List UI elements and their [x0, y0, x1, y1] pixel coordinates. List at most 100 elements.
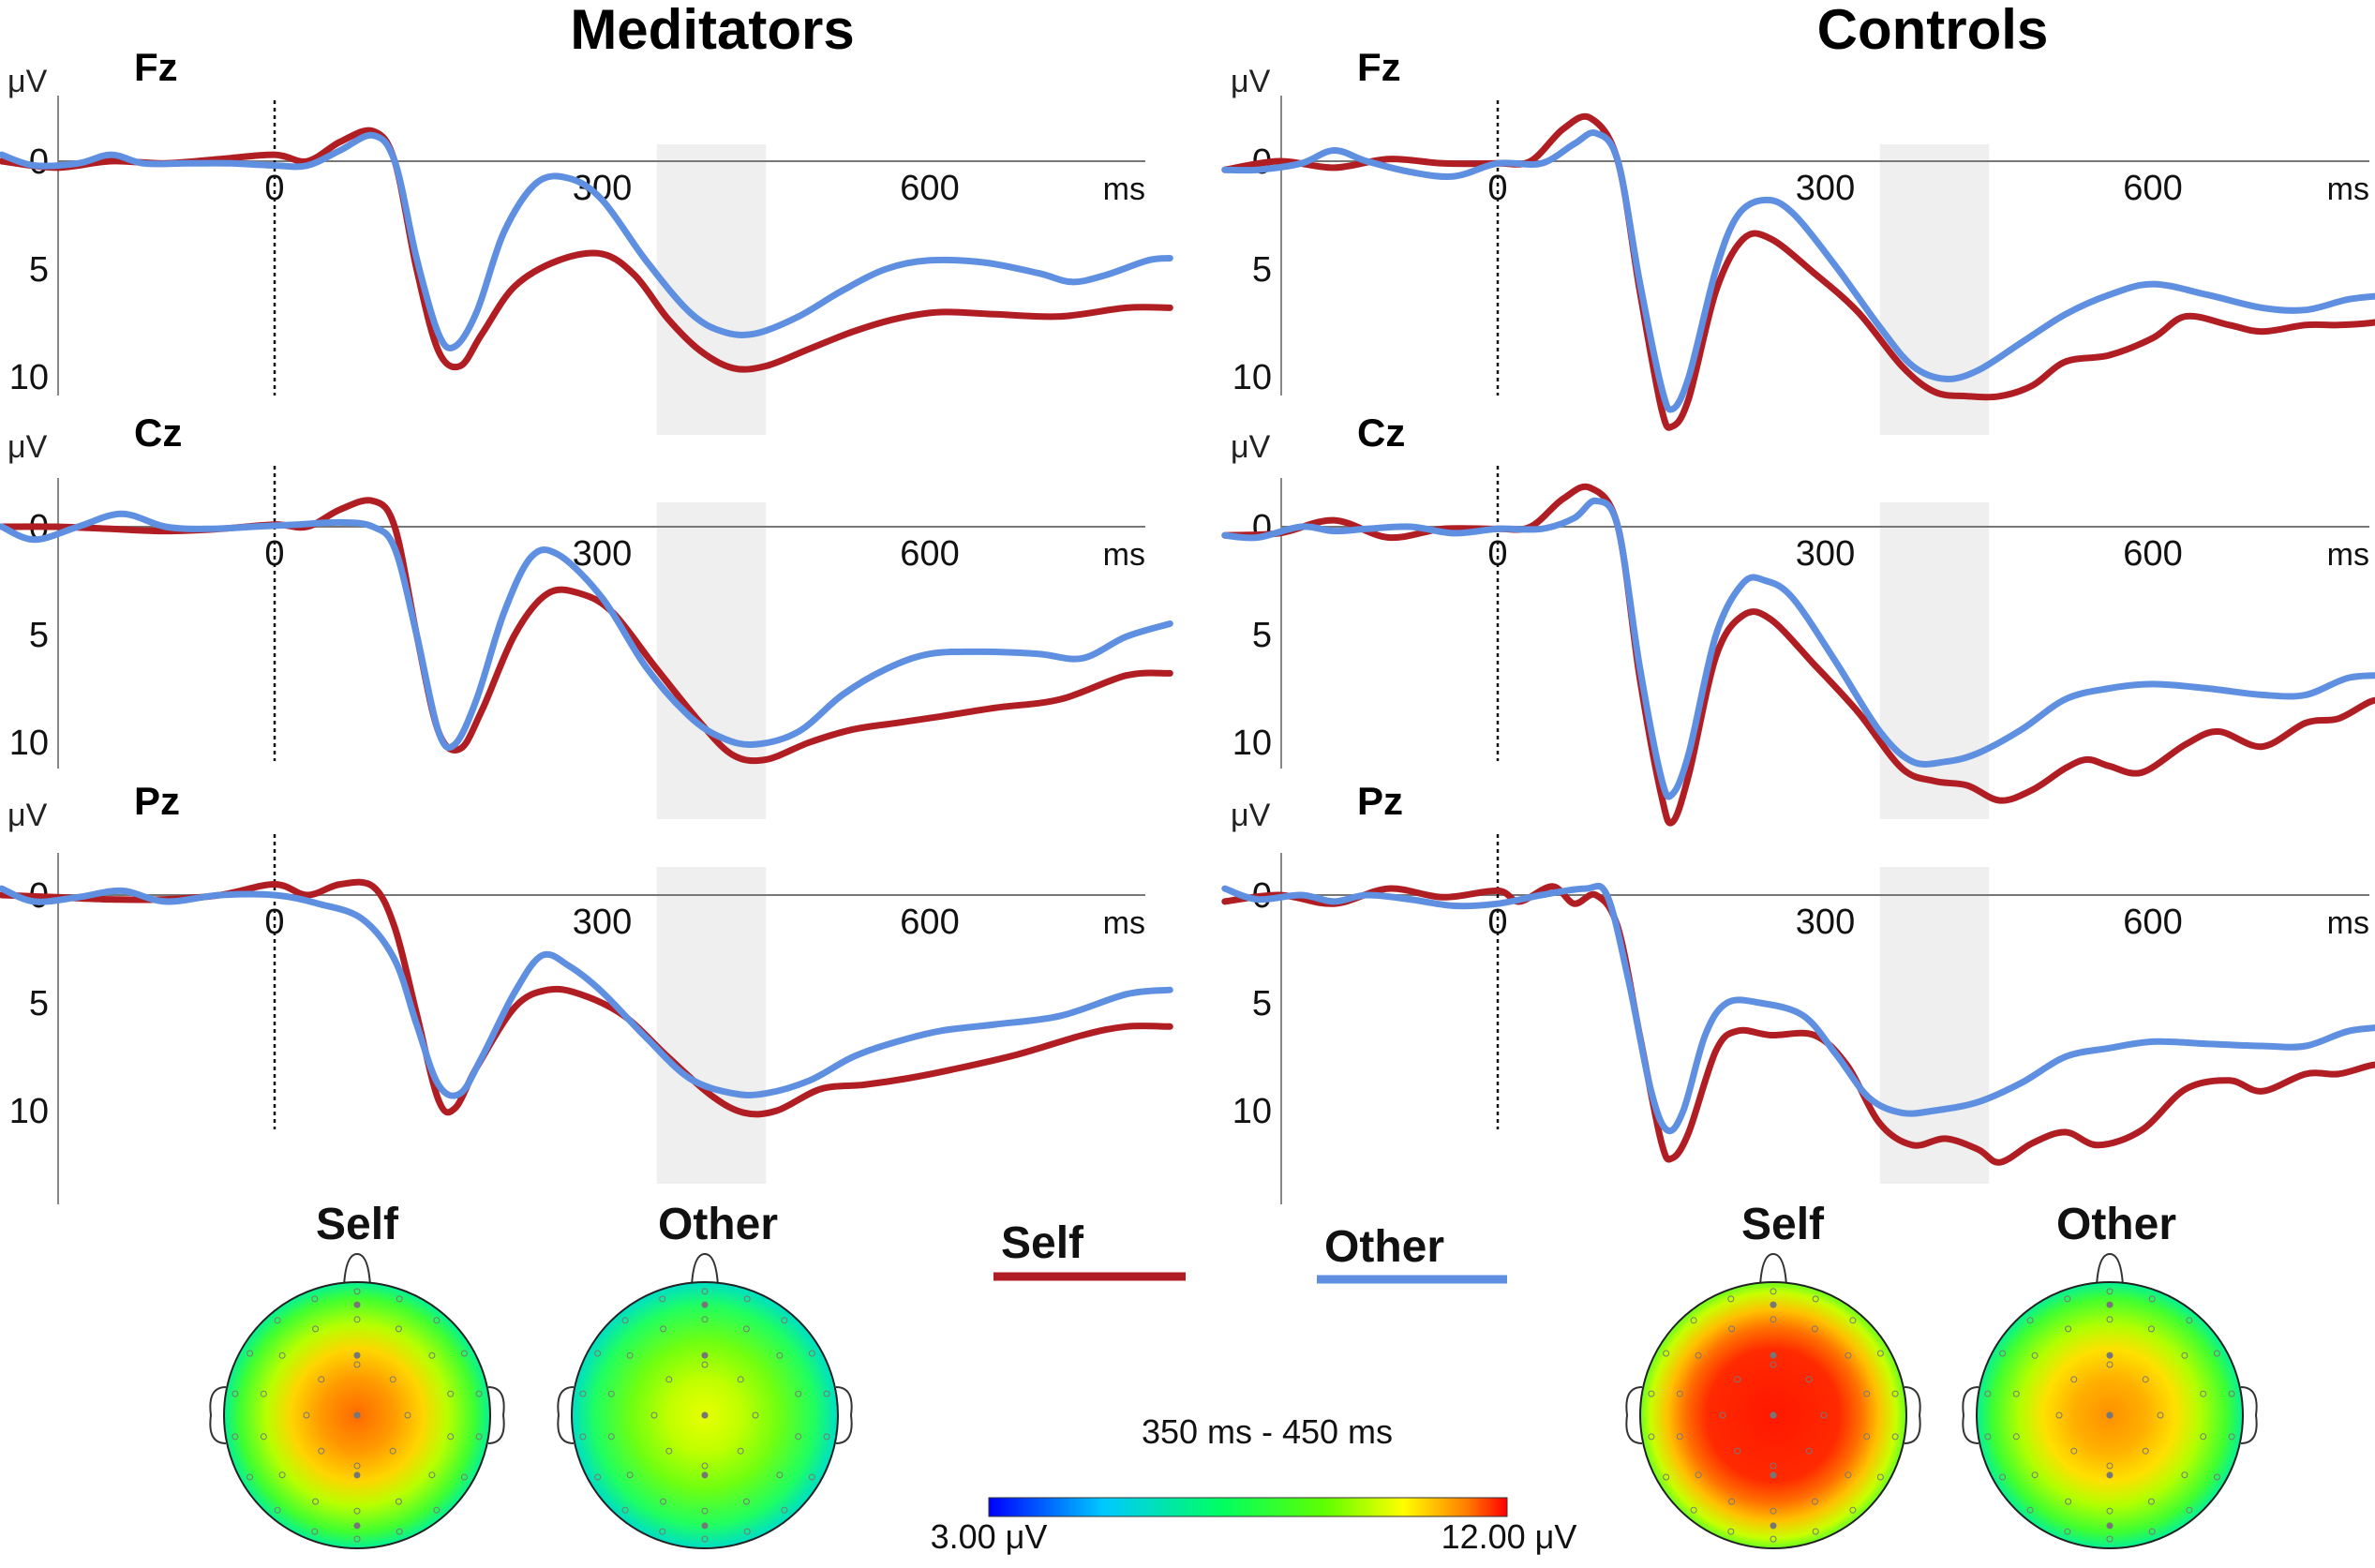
- electrode-dot: [2106, 1288, 2114, 1295]
- electrode-dot: [621, 1317, 629, 1324]
- y-tick-label: 10: [1232, 724, 1272, 763]
- electrode-dot: [742, 1325, 750, 1333]
- electrode-dot: [1891, 1433, 1899, 1441]
- electrode-dot: [2148, 1528, 2156, 1535]
- midline-electrode: [1770, 1411, 1777, 1419]
- electrode-dot: [1695, 1471, 1702, 1479]
- electrode-dot: [626, 1351, 634, 1359]
- electrode-dot: [318, 1447, 325, 1455]
- electrode-dot: [2070, 1376, 2078, 1383]
- electrode-dot: [781, 1506, 788, 1514]
- x-tick-label: 0: [1487, 534, 1507, 574]
- midline-electrode: [353, 1522, 361, 1530]
- electrode-dot: [232, 1390, 239, 1397]
- electrode-dot: [2181, 1471, 2188, 1479]
- electrode-dot: [353, 1535, 361, 1543]
- x-tick-label: 600: [2123, 903, 2182, 942]
- electrode-dot: [2031, 1471, 2039, 1479]
- electrode-dot: [823, 1390, 830, 1397]
- electrode-dot: [389, 1376, 396, 1383]
- colorbar-min-label: 3.00 μV: [931, 1517, 1048, 1556]
- electrode-dot: [1876, 1350, 1884, 1357]
- electrode-dot: [2106, 1316, 2114, 1323]
- electrode-dot: [823, 1433, 830, 1441]
- electrode-dot: [2064, 1528, 2071, 1535]
- channel-label: Fz: [134, 45, 178, 89]
- electrode-dot: [579, 1390, 587, 1397]
- electrode-dot: [2106, 1535, 2114, 1543]
- y-tick-label: 10: [1232, 1092, 1272, 1131]
- electrode-dot: [353, 1507, 361, 1515]
- channel-label: Pz: [1357, 779, 1403, 823]
- electrode-dot: [311, 1295, 319, 1303]
- head-ear-left: [1625, 1386, 1643, 1444]
- electrode-dot: [1999, 1350, 2007, 1357]
- head-ear-right: [2240, 1386, 2258, 1444]
- y-tick-label: 10: [9, 1092, 49, 1131]
- series-line-other: [1221, 882, 2375, 1135]
- midline-electrode: [701, 1411, 709, 1419]
- electrode-dot: [1728, 1325, 1736, 1333]
- y-tick-label: 0: [1252, 508, 1272, 547]
- electrode-dot: [312, 1498, 320, 1505]
- electrode-dot: [1770, 1288, 1777, 1295]
- electrode-dot: [447, 1433, 455, 1441]
- midline-electrode: [701, 1522, 709, 1530]
- electrode-dot: [2055, 1411, 2063, 1419]
- electrode-dot: [808, 1350, 815, 1357]
- x-tick-label: 0: [264, 169, 284, 208]
- electrode-dot: [1770, 1462, 1777, 1470]
- x-tick-label: 0: [1487, 903, 1507, 942]
- electrode-dot: [2106, 1507, 2114, 1515]
- electrode-dot: [1811, 1325, 1818, 1333]
- erp-panels: μV Fz 0 5 10 0 300 600 ms μV Cz 0 5 10 0 300 600 ms μV Pz 0 5…: [0, 45, 2375, 1204]
- electrode-dot: [404, 1411, 411, 1419]
- electrode-dot: [2148, 1295, 2156, 1303]
- colorbar-gradient: [988, 1497, 1508, 1517]
- y-tick-label: 10: [9, 724, 49, 763]
- electrode-dot: [1727, 1528, 1735, 1535]
- electrode-dot: [1734, 1376, 1741, 1383]
- electrode-dot: [1770, 1316, 1777, 1323]
- electrode-dot: [795, 1390, 802, 1397]
- electrode-dot: [433, 1506, 441, 1514]
- midline-electrode: [1770, 1301, 1777, 1308]
- electrode-dot: [274, 1506, 281, 1514]
- electrode-dot: [1984, 1390, 1992, 1397]
- midline-electrode: [353, 1301, 361, 1308]
- electrode-dot: [475, 1433, 483, 1441]
- electrode-dot: [659, 1528, 666, 1535]
- electrode-dot: [701, 1462, 709, 1470]
- topomap-meditators-other: [557, 1252, 853, 1549]
- y-tick-label: 10: [9, 358, 49, 397]
- y-tick-label: 5: [29, 250, 49, 290]
- x-unit-label: ms: [1103, 172, 1145, 207]
- electrode-dot: [2064, 1295, 2071, 1303]
- electrode-dot: [278, 1351, 286, 1359]
- analysis-window: [656, 867, 767, 1184]
- y-unit-label: μV: [7, 64, 48, 99]
- electrode-dot: [650, 1411, 658, 1419]
- electrode-dot: [2228, 1390, 2235, 1397]
- electrode-dot: [594, 1350, 602, 1357]
- electrode-dot: [743, 1295, 751, 1303]
- topomap-label-controls-self: Self: [1741, 1200, 1825, 1249]
- topomap-label-controls-other: Other: [2056, 1200, 2176, 1249]
- electrode-dot: [1690, 1317, 1697, 1324]
- electrode-dot: [246, 1473, 254, 1481]
- electrode-dot: [659, 1295, 666, 1303]
- electrode-dot: [246, 1350, 254, 1357]
- electrode-dot: [701, 1361, 709, 1368]
- y-tick-label: 5: [29, 616, 49, 655]
- midline-electrode: [353, 1411, 361, 1419]
- electrode-dot: [742, 1498, 750, 1505]
- topomap-label-meditators-self: Self: [316, 1200, 399, 1249]
- head-ear-right: [835, 1386, 853, 1444]
- midline-electrode: [701, 1351, 709, 1359]
- topomaps: [209, 1252, 2258, 1549]
- electrode-dot: [428, 1351, 436, 1359]
- series-line-other: [0, 510, 1173, 752]
